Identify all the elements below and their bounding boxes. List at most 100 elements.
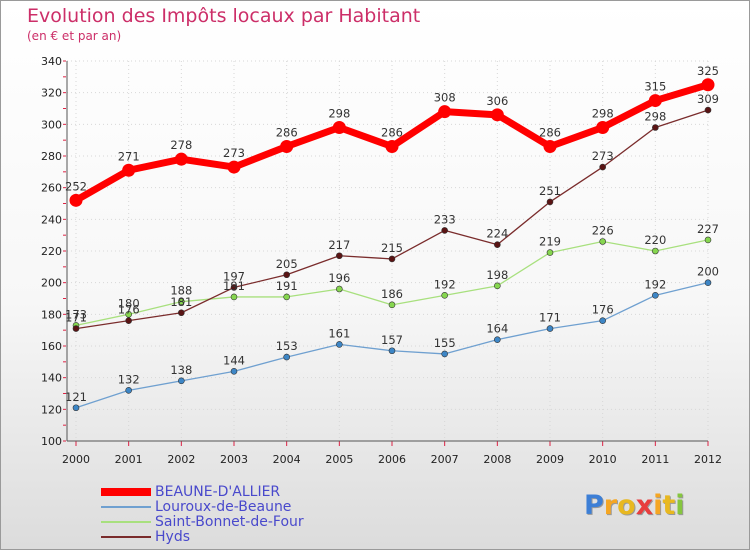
data-point	[438, 105, 452, 119]
data-label: 219	[539, 235, 561, 249]
data-point	[490, 108, 504, 122]
data-label: 192	[434, 277, 456, 291]
x-tick-label: 2006	[378, 453, 406, 466]
data-point	[125, 311, 132, 318]
data-point	[69, 193, 83, 207]
data-point	[441, 227, 448, 234]
data-point	[178, 309, 185, 317]
data-label: 197	[223, 269, 245, 283]
data-label: 200	[697, 265, 719, 279]
proxiti-logo: Proxiti	[584, 490, 685, 521]
legend-swatch	[101, 506, 151, 508]
data-label: 224	[486, 227, 508, 241]
data-label: 309	[697, 92, 719, 106]
data-label: 298	[592, 107, 614, 121]
x-tick-label: 2010	[589, 453, 617, 466]
y-tick-label: 280	[41, 150, 62, 163]
data-label: 176	[118, 303, 140, 317]
data-point	[441, 292, 448, 299]
chart-subtitle: (en € et par an)	[27, 29, 122, 43]
data-point	[388, 347, 396, 355]
data-point	[336, 252, 343, 260]
data-label: 325	[697, 64, 719, 78]
legend-swatch	[101, 521, 151, 523]
data-label: 273	[592, 149, 614, 163]
data-label: 226	[592, 224, 614, 238]
data-point	[230, 293, 238, 301]
data-label: 186	[381, 287, 403, 301]
data-point	[494, 241, 501, 248]
legend-swatch	[101, 488, 151, 496]
data-label: 286	[539, 126, 561, 140]
data-label: 181	[170, 295, 192, 309]
y-tick-label: 340	[41, 55, 62, 68]
x-tick-label: 2002	[167, 453, 195, 466]
logo-letter: x	[635, 490, 654, 521]
data-point	[125, 317, 132, 324]
data-point	[599, 163, 606, 171]
y-tick-label: 240	[41, 213, 62, 226]
data-point	[336, 285, 343, 293]
legend-label: Louroux-de-Beaune	[155, 499, 292, 515]
data-point	[701, 78, 715, 92]
data-point	[174, 152, 188, 166]
data-label: 227	[697, 222, 719, 236]
data-label: 273	[223, 146, 245, 160]
data-point	[543, 140, 557, 153]
data-label: 233	[434, 212, 456, 226]
x-tick-label: 2009	[536, 453, 564, 466]
x-tick-label: 2007	[431, 453, 459, 466]
data-point	[388, 255, 396, 263]
legend-label: Saint-Bonnet-de-Four	[155, 514, 304, 530]
data-label: 308	[434, 91, 456, 105]
y-tick-label: 100	[41, 435, 62, 448]
data-label: 315	[644, 80, 666, 94]
y-tick-label: 160	[41, 340, 62, 353]
x-tick-label: 2003	[220, 453, 248, 466]
y-tick-label: 200	[41, 277, 62, 290]
data-label: 132	[118, 372, 140, 386]
data-point	[596, 121, 610, 134]
data-label: 278	[170, 138, 192, 152]
legend-label: BEAUNE-D'ALLIER	[155, 484, 281, 500]
data-label: 191	[223, 279, 245, 293]
logo-letter: i	[675, 490, 685, 521]
y-tick-label: 180	[41, 308, 62, 321]
data-label: 192	[644, 277, 666, 291]
logo-letter: o	[617, 490, 636, 521]
data-point	[336, 341, 343, 348]
x-tick-label: 2011	[641, 453, 669, 466]
x-tick-label: 2004	[273, 453, 301, 466]
data-label: 286	[381, 126, 403, 140]
data-label: 171	[65, 311, 87, 325]
data-point	[332, 121, 346, 134]
y-tick-label: 220	[41, 245, 62, 258]
data-point	[178, 377, 185, 385]
data-label: 155	[434, 336, 456, 350]
data-label: 176	[592, 303, 614, 317]
x-tick-label: 2001	[115, 453, 143, 466]
y-tick-label: 300	[41, 118, 62, 131]
data-point	[494, 282, 501, 290]
data-label: 164	[486, 322, 508, 336]
data-point	[546, 198, 554, 206]
data-label: 188	[170, 284, 192, 298]
data-point	[652, 124, 659, 131]
data-point	[704, 236, 712, 244]
data-point	[178, 298, 185, 305]
data-label: 153	[276, 339, 298, 353]
data-point	[125, 387, 132, 394]
data-point	[546, 249, 554, 256]
data-label: 191	[276, 279, 298, 293]
data-label: 252	[65, 179, 87, 193]
data-label: 144	[223, 353, 245, 367]
data-point	[599, 317, 606, 324]
data-point	[599, 238, 606, 245]
data-label: 215	[381, 241, 403, 255]
data-label: 173	[65, 307, 87, 321]
y-tick-label: 320	[41, 87, 62, 100]
legend-label: Hyds	[155, 529, 190, 545]
data-label: 271	[118, 149, 140, 163]
